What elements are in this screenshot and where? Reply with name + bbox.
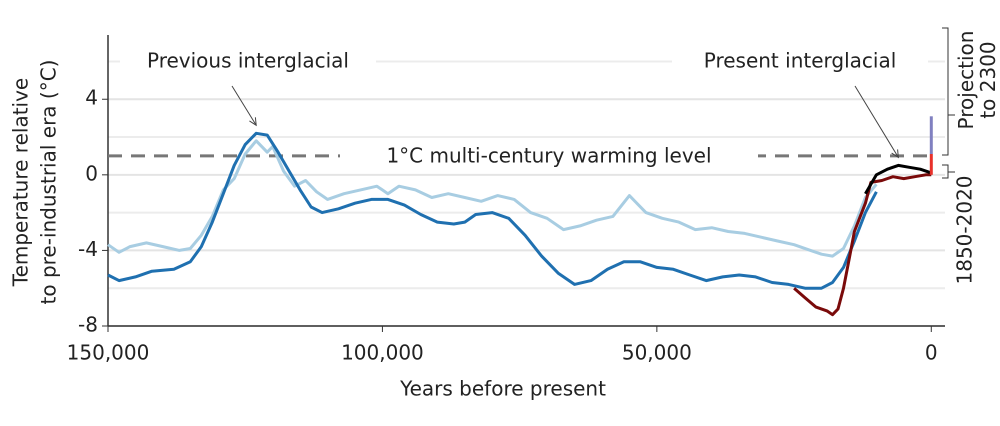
x-tick-label: 150,000	[67, 341, 150, 365]
series-label: Projectionto 2300	[954, 31, 1000, 130]
bracket	[942, 27, 955, 179]
plot-area	[108, 60, 945, 327]
y-tick-label: 0	[85, 161, 98, 185]
x-tick-label: 50,000	[622, 341, 692, 365]
x-tick-label: 100,000	[341, 341, 424, 365]
y-axis-title: Temperature relative	[9, 78, 33, 288]
annotation-arrow	[854, 85, 899, 158]
x-axis-title: Years before present	[399, 377, 606, 401]
series-line	[793, 173, 932, 317]
y-axis-title: to pre-industrial era (°C)	[37, 60, 61, 305]
label-background	[340, 141, 758, 170]
annotation-arrow	[231, 85, 257, 126]
x-tick-label: 0	[925, 341, 938, 365]
y-tick-label: 4	[85, 86, 98, 110]
series-line	[864, 163, 932, 195]
label-background	[120, 46, 376, 78]
series-label: 1850-2020	[953, 175, 977, 284]
annotation: Previous interglacial	[147, 49, 349, 73]
reference-label: 1°C multi-century warming level	[386, 143, 711, 167]
arrow-head	[249, 117, 257, 127]
arrow-head	[891, 149, 899, 159]
y-tick-label: -8	[78, 313, 98, 337]
series-line	[107, 131, 878, 290]
label-background	[672, 46, 928, 78]
y-tick-label: -4	[78, 237, 98, 261]
annotation: Present interglacial	[704, 49, 897, 73]
